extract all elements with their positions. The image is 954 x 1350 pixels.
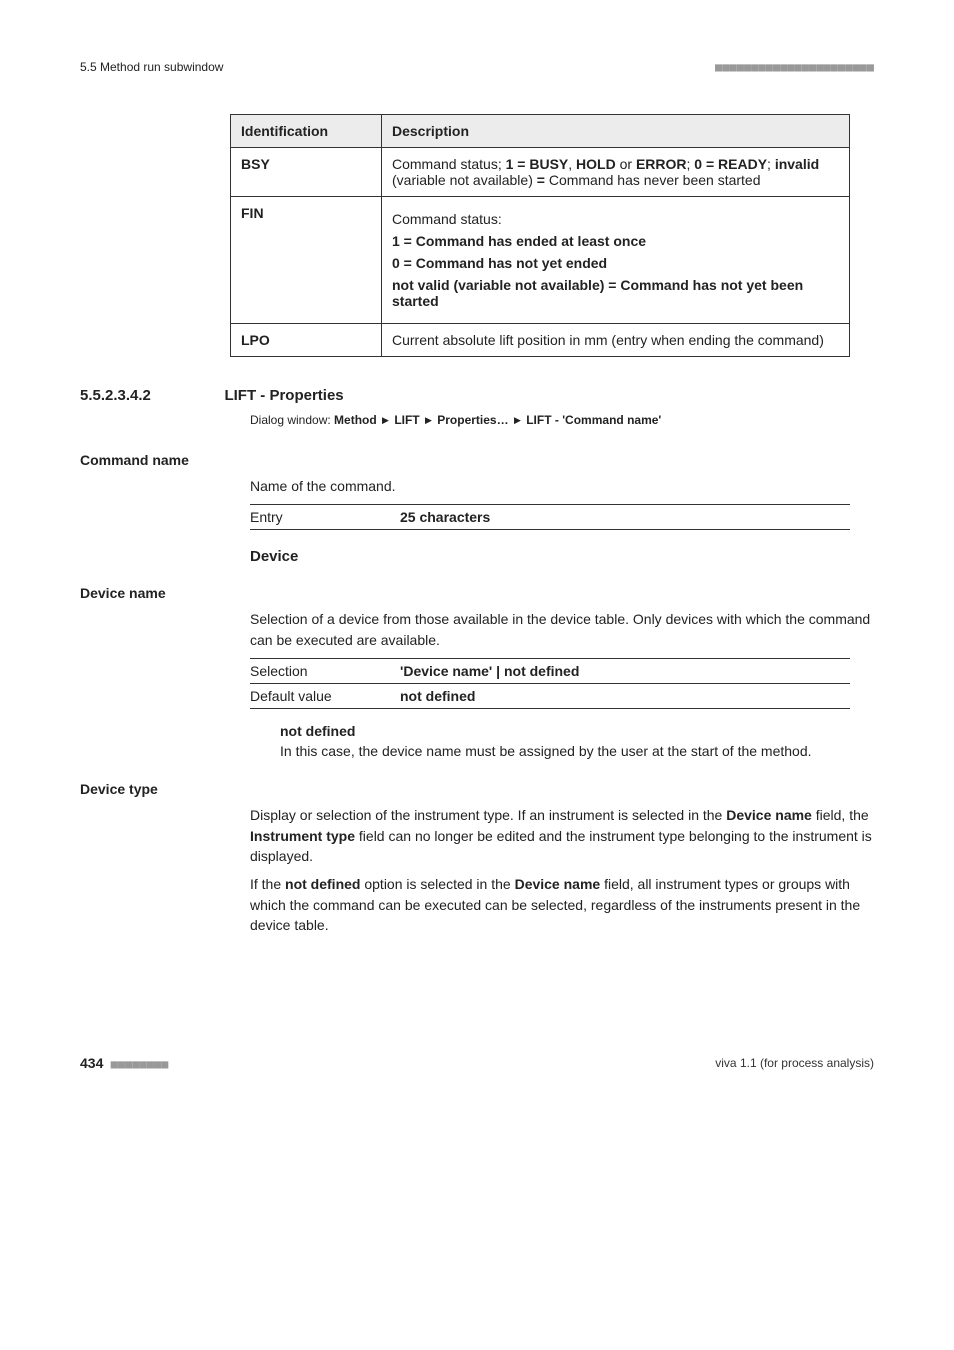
device-subheading: Device bbox=[250, 548, 874, 565]
cell-desc-fin: Command status: 1 = Command has ended at… bbox=[382, 197, 850, 324]
kv-key: Selection bbox=[250, 658, 400, 683]
footer-dots: ■■■■■■■■ bbox=[103, 1057, 168, 1071]
not-defined-block: not defined In this case, the device nam… bbox=[280, 721, 874, 762]
device-type-p2: If the not defined option is selected in… bbox=[250, 874, 874, 935]
not-defined-title: not defined bbox=[280, 723, 355, 739]
entry-table: Entry 25 characters bbox=[250, 504, 850, 530]
page-header: 5.5 Method run subwindow ■■■■■■■■■■■■■■■… bbox=[80, 60, 874, 74]
device-type-p1: Display or selection of the instrument t… bbox=[250, 805, 874, 866]
device-name-desc: Selection of a device from those availab… bbox=[250, 609, 874, 650]
triangle-icon: ▶ bbox=[380, 415, 391, 425]
footer-left: 434 ■■■■■■■■ bbox=[80, 1055, 168, 1071]
table-row: FIN Command status: 1 = Command has ende… bbox=[231, 197, 850, 324]
kv-val: 'Device name' | not defined bbox=[400, 658, 850, 683]
table-header-row: Identification Description bbox=[231, 115, 850, 148]
header-left: 5.5 Method run subwindow bbox=[80, 60, 223, 74]
kv-row: Selection 'Device name' | not defined bbox=[250, 658, 850, 683]
kv-key: Entry bbox=[250, 505, 400, 530]
kv-row: Default value not defined bbox=[250, 683, 850, 708]
command-name-desc: Name of the command. bbox=[250, 476, 874, 496]
page-number: 434 bbox=[80, 1055, 103, 1071]
dialog-breadcrumb: Dialog window: Method ▶ LIFT ▶ Propertie… bbox=[250, 413, 874, 427]
kv-key: Default value bbox=[250, 683, 400, 708]
section-number: 5.5.2.3.4.2 bbox=[80, 387, 220, 404]
kv-row: Entry 25 characters bbox=[250, 505, 850, 530]
th-description: Description bbox=[382, 115, 850, 148]
header-right-dots: ■■■■■■■■■■■■■■■■■■■■■■ bbox=[715, 60, 874, 74]
footer-right: viva 1.1 (for process analysis) bbox=[715, 1056, 874, 1070]
page-footer: 434 ■■■■■■■■ viva 1.1 (for process analy… bbox=[80, 1055, 874, 1071]
triangle-icon: ▶ bbox=[423, 415, 434, 425]
field-device-name: Device name bbox=[80, 585, 874, 601]
field-command-name: Command name bbox=[80, 452, 874, 468]
field-device-type: Device type bbox=[80, 781, 874, 797]
device-name-table: Selection 'Device name' | not defined De… bbox=[250, 658, 850, 709]
kv-val: 25 characters bbox=[400, 505, 850, 530]
triangle-icon: ▶ bbox=[512, 415, 523, 425]
table-row: BSY Command status; 1 = BUSY, HOLD or ER… bbox=[231, 148, 850, 197]
section-heading: 5.5.2.3.4.2 LIFT - Properties bbox=[80, 387, 874, 405]
table-row: LPO Current absolute lift position in mm… bbox=[231, 324, 850, 357]
section-title: LIFT - Properties bbox=[224, 387, 343, 404]
not-defined-body: In this case, the device name must be as… bbox=[280, 743, 812, 759]
identification-table: Identification Description BSY Command s… bbox=[230, 114, 850, 357]
cell-desc-lpo: Current absolute lift position in mm (en… bbox=[382, 324, 850, 357]
cell-desc-bsy: Command status; 1 = BUSY, HOLD or ERROR;… bbox=[382, 148, 850, 197]
kv-val: not defined bbox=[400, 683, 850, 708]
cell-ident-lpo: LPO bbox=[231, 324, 382, 357]
th-identification: Identification bbox=[231, 115, 382, 148]
cell-ident-bsy: BSY bbox=[231, 148, 382, 197]
cell-ident-fin: FIN bbox=[231, 197, 382, 324]
